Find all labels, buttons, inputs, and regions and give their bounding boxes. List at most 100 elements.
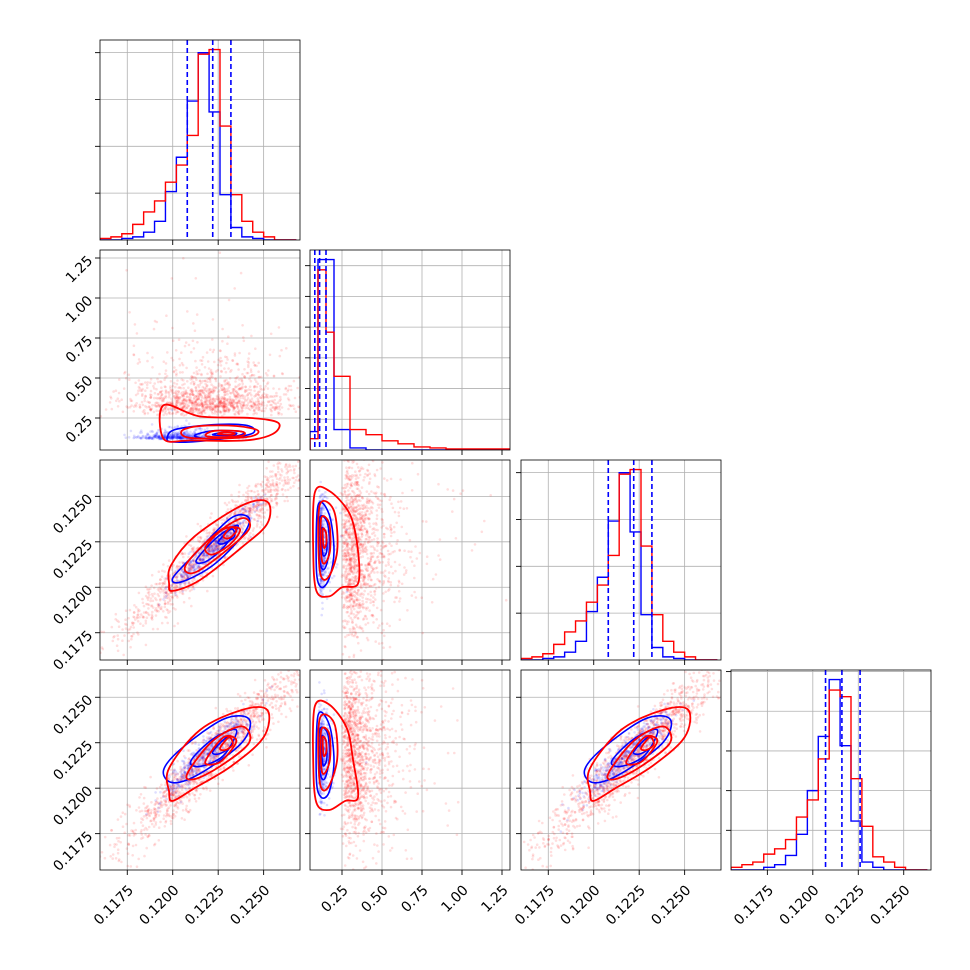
- scatter-point: [237, 412, 241, 416]
- scatter-point: [354, 561, 358, 564]
- scatter-point: [346, 542, 350, 546]
- scatter-point: [129, 625, 133, 629]
- scatter-point: [251, 529, 255, 532]
- scatter-point: [179, 412, 183, 416]
- scatter-point: [358, 548, 362, 551]
- scatter-point: [274, 475, 278, 478]
- scatter-point: [136, 613, 140, 616]
- scatter-point: [229, 391, 233, 395]
- scatter-point: [267, 477, 270, 480]
- scatter-point: [157, 380, 160, 384]
- scatter-point: [211, 387, 214, 391]
- scatter-point: [257, 403, 261, 406]
- scatter-point: [365, 509, 369, 513]
- scatter-point: [151, 610, 154, 614]
- scatter-point: [192, 559, 196, 563]
- scatter-point: [382, 628, 385, 632]
- scatter-point: [207, 547, 211, 551]
- scatter-point: [181, 406, 185, 410]
- scatter-point: [186, 432, 190, 435]
- scatter-point: [155, 401, 159, 405]
- scatter-point: [171, 431, 174, 435]
- scatter-point: [253, 403, 257, 406]
- scatter-point: [357, 528, 360, 532]
- scatter-point: [242, 493, 245, 497]
- scatter-point: [200, 402, 204, 405]
- scatter-point: [360, 627, 364, 630]
- scatter-point: [185, 399, 188, 402]
- scatter-point: [365, 568, 368, 571]
- scatter-point: [180, 575, 184, 578]
- scatter-point: [181, 402, 185, 405]
- scatter-point: [138, 403, 142, 407]
- scatter-point: [365, 552, 369, 556]
- scatter-point: [130, 635, 134, 638]
- scatter-point: [339, 491, 343, 495]
- scatter-point: [152, 327, 156, 331]
- scatter-point: [205, 390, 209, 393]
- scatter-point: [198, 409, 201, 413]
- scatter-point: [373, 534, 377, 537]
- scatter-point: [179, 437, 182, 440]
- scatter-point: [222, 403, 225, 406]
- scatter-point: [217, 398, 220, 402]
- scatter-point: [210, 544, 213, 548]
- scatter-point: [366, 563, 370, 566]
- scatter-point: [369, 560, 372, 563]
- scatter-point: [232, 405, 235, 409]
- scatter-point: [149, 407, 153, 411]
- scatter-point: [198, 379, 202, 383]
- scatter-point: [222, 518, 225, 521]
- scatter-point: [141, 624, 145, 627]
- contour-series-b: [167, 499, 272, 592]
- scatter-point: [219, 411, 222, 414]
- scatter-point: [236, 407, 240, 411]
- scatter-point: [184, 341, 188, 344]
- scatter-point: [197, 565, 201, 568]
- scatter-point: [160, 386, 163, 390]
- scatter-point: [214, 405, 217, 408]
- scatter-point: [230, 368, 233, 372]
- scatter-point: [213, 405, 216, 409]
- scatter-point: [390, 452, 393, 455]
- scatter-point: [132, 621, 136, 625]
- scatter-point: [235, 391, 239, 395]
- scatter-point: [159, 437, 163, 441]
- scatter-point: [347, 506, 350, 510]
- scatter-point: [114, 618, 117, 621]
- scatter-point: [271, 484, 275, 487]
- scatter-point: [181, 436, 185, 440]
- scatter-point: [191, 559, 194, 563]
- scatter-point: [227, 408, 231, 412]
- scatter-point: [254, 495, 258, 498]
- scatter-point: [214, 410, 217, 413]
- scatter-point: [375, 509, 379, 512]
- scatter-point: [235, 390, 238, 393]
- scatter-point: [211, 408, 214, 411]
- scatter-point: [143, 399, 146, 403]
- scatter-point: [252, 503, 256, 506]
- scatter-point: [362, 514, 365, 518]
- scatter-point: [200, 381, 203, 385]
- scatter-point: [178, 565, 181, 568]
- scatter-point: [241, 394, 245, 398]
- scatter-point: [393, 600, 396, 604]
- scatter-point: [132, 632, 135, 636]
- scatter-point: [243, 506, 247, 509]
- scatter-point: [304, 437, 307, 440]
- scatter-point: [183, 424, 186, 428]
- scatter-point: [174, 402, 178, 405]
- scatter-point: [144, 434, 147, 438]
- scatter-point: [258, 407, 261, 410]
- scatter-point: [108, 401, 112, 404]
- scatter-point: [216, 524, 220, 527]
- scatter-point: [183, 404, 187, 408]
- scatter-point: [156, 413, 159, 417]
- scatter-point: [390, 531, 393, 535]
- scatter-point: [192, 397, 196, 401]
- scatter-point: [163, 435, 166, 439]
- scatter-point: [165, 432, 168, 435]
- scatter-point: [92, 654, 95, 657]
- scatter-point: [353, 594, 356, 597]
- scatter-point: [345, 549, 348, 552]
